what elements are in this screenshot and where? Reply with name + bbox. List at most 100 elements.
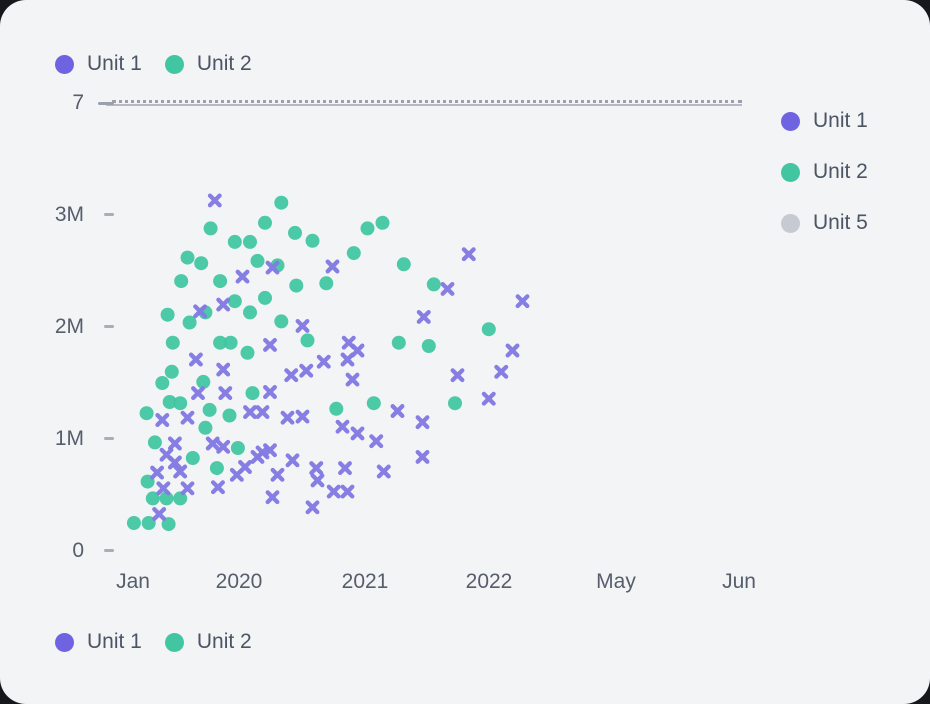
unit1-point[interactable] [193,304,208,319]
unit2-point[interactable] [222,408,237,423]
unit1-point[interactable] [205,436,220,451]
unit1-point[interactable] [207,193,222,208]
unit2-point[interactable] [209,461,224,476]
unit2-point[interactable] [174,274,189,289]
unit2-point[interactable] [196,374,211,389]
unit1-point[interactable] [338,461,352,476]
unit1-point[interactable] [295,409,310,424]
unit1-point[interactable] [285,453,300,468]
unit2-point[interactable] [173,396,188,411]
unit1-point[interactable] [316,354,331,369]
unit2-point[interactable] [258,290,272,305]
unit2-point[interactable] [162,395,177,409]
unit2-point[interactable] [300,333,315,348]
unit2-point[interactable] [289,278,304,293]
unit1-point[interactable] [216,297,231,312]
unit2-point[interactable] [421,339,436,353]
unit2-point[interactable] [366,396,381,411]
unit2-point[interactable] [319,276,334,291]
unit1-point[interactable] [270,467,285,482]
unit1-point[interactable] [295,318,310,333]
legend-top-item-unit2[interactable]: Unit 2 [164,52,252,76]
unit1-point[interactable] [340,484,355,499]
unit1-point[interactable] [376,464,391,479]
unit1-point[interactable] [255,405,270,420]
unit2-point[interactable] [203,221,218,236]
legend-bottom-item-unit2[interactable]: Unit 2 [164,630,252,654]
unit1-point[interactable] [390,404,405,418]
unit2-point[interactable] [185,451,200,465]
unit2-point[interactable] [375,215,390,230]
unit2-point[interactable] [346,246,361,261]
unit2-point[interactable] [227,294,242,309]
unit2-point[interactable] [230,441,245,455]
unit2-point[interactable] [243,305,257,320]
legend-right-item-unit2[interactable]: Unit 2 [781,160,868,184]
unit2-point[interactable] [147,435,162,450]
unit2-point[interactable] [448,396,462,411]
unit1-point[interactable] [167,455,182,470]
legend-top-item-unit1[interactable]: Unit 1 [55,52,142,76]
unit1-point[interactable] [309,461,324,476]
unit2-point[interactable] [288,225,302,240]
unit1-point[interactable] [461,247,476,262]
unit2-point[interactable] [141,516,156,530]
unit1-point[interactable] [156,481,171,496]
unit2-point[interactable] [396,257,411,272]
unit2-point[interactable] [165,335,180,350]
unit2-point[interactable] [139,406,154,421]
unit2-point[interactable] [250,253,265,268]
legend-right-item-unit1[interactable]: Unit 1 [781,109,868,133]
unit2-point[interactable] [426,277,441,292]
unit1-point[interactable] [350,426,365,441]
unit1-point[interactable] [150,465,165,480]
legend-bottom-item-unit1[interactable]: Unit 1 [55,630,142,654]
unit2-point[interactable] [227,234,242,249]
unit1-point[interactable] [216,439,231,454]
unit2-point[interactable] [360,221,375,236]
unit1-point[interactable] [280,410,295,425]
unit1-point[interactable] [265,260,280,275]
unit2-point[interactable] [305,233,320,248]
unit2-point[interactable] [258,215,272,230]
unit1-point[interactable] [345,372,360,387]
unit2-point[interactable] [213,274,228,289]
unit2-point[interactable] [164,364,179,379]
unit1-point[interactable] [238,460,252,474]
unit1-point[interactable] [263,443,277,458]
unit1-point[interactable] [416,309,431,324]
unit2-point[interactable] [159,491,174,506]
unit1-point[interactable] [155,413,170,427]
unit1-point[interactable] [218,386,233,401]
unit2-point[interactable] [145,491,160,506]
unit2-point[interactable] [194,256,209,271]
unit2-point[interactable] [329,401,344,416]
unit1-point[interactable] [505,343,520,358]
unit1-point[interactable] [415,449,430,464]
unit2-point[interactable] [240,345,255,360]
unit1-point[interactable] [188,352,203,367]
unit1-point[interactable] [299,363,314,378]
unit1-point[interactable] [415,415,430,430]
unit1-point[interactable] [180,481,195,496]
unit1-point[interactable] [263,337,277,352]
unit1-point[interactable] [180,410,195,425]
unit1-point[interactable] [173,464,188,479]
unit1-point[interactable] [340,352,355,367]
unit2-point[interactable] [481,322,496,337]
unit2-point[interactable] [223,335,238,350]
unit1-point[interactable] [450,368,465,383]
unit2-point[interactable] [213,335,228,350]
unit2-point[interactable] [180,250,195,265]
unit1-point[interactable] [265,490,280,505]
unit1-point[interactable] [243,405,257,420]
unit1-point[interactable] [494,364,509,379]
unit2-point[interactable] [155,376,170,390]
unit1-point[interactable] [335,419,350,434]
unit2-point[interactable] [160,307,175,322]
unit1-point[interactable] [305,500,320,515]
unit1-point[interactable] [191,386,205,401]
unit2-point[interactable] [274,195,289,210]
unit2-point[interactable] [274,314,289,329]
unit1-point[interactable] [440,281,455,296]
